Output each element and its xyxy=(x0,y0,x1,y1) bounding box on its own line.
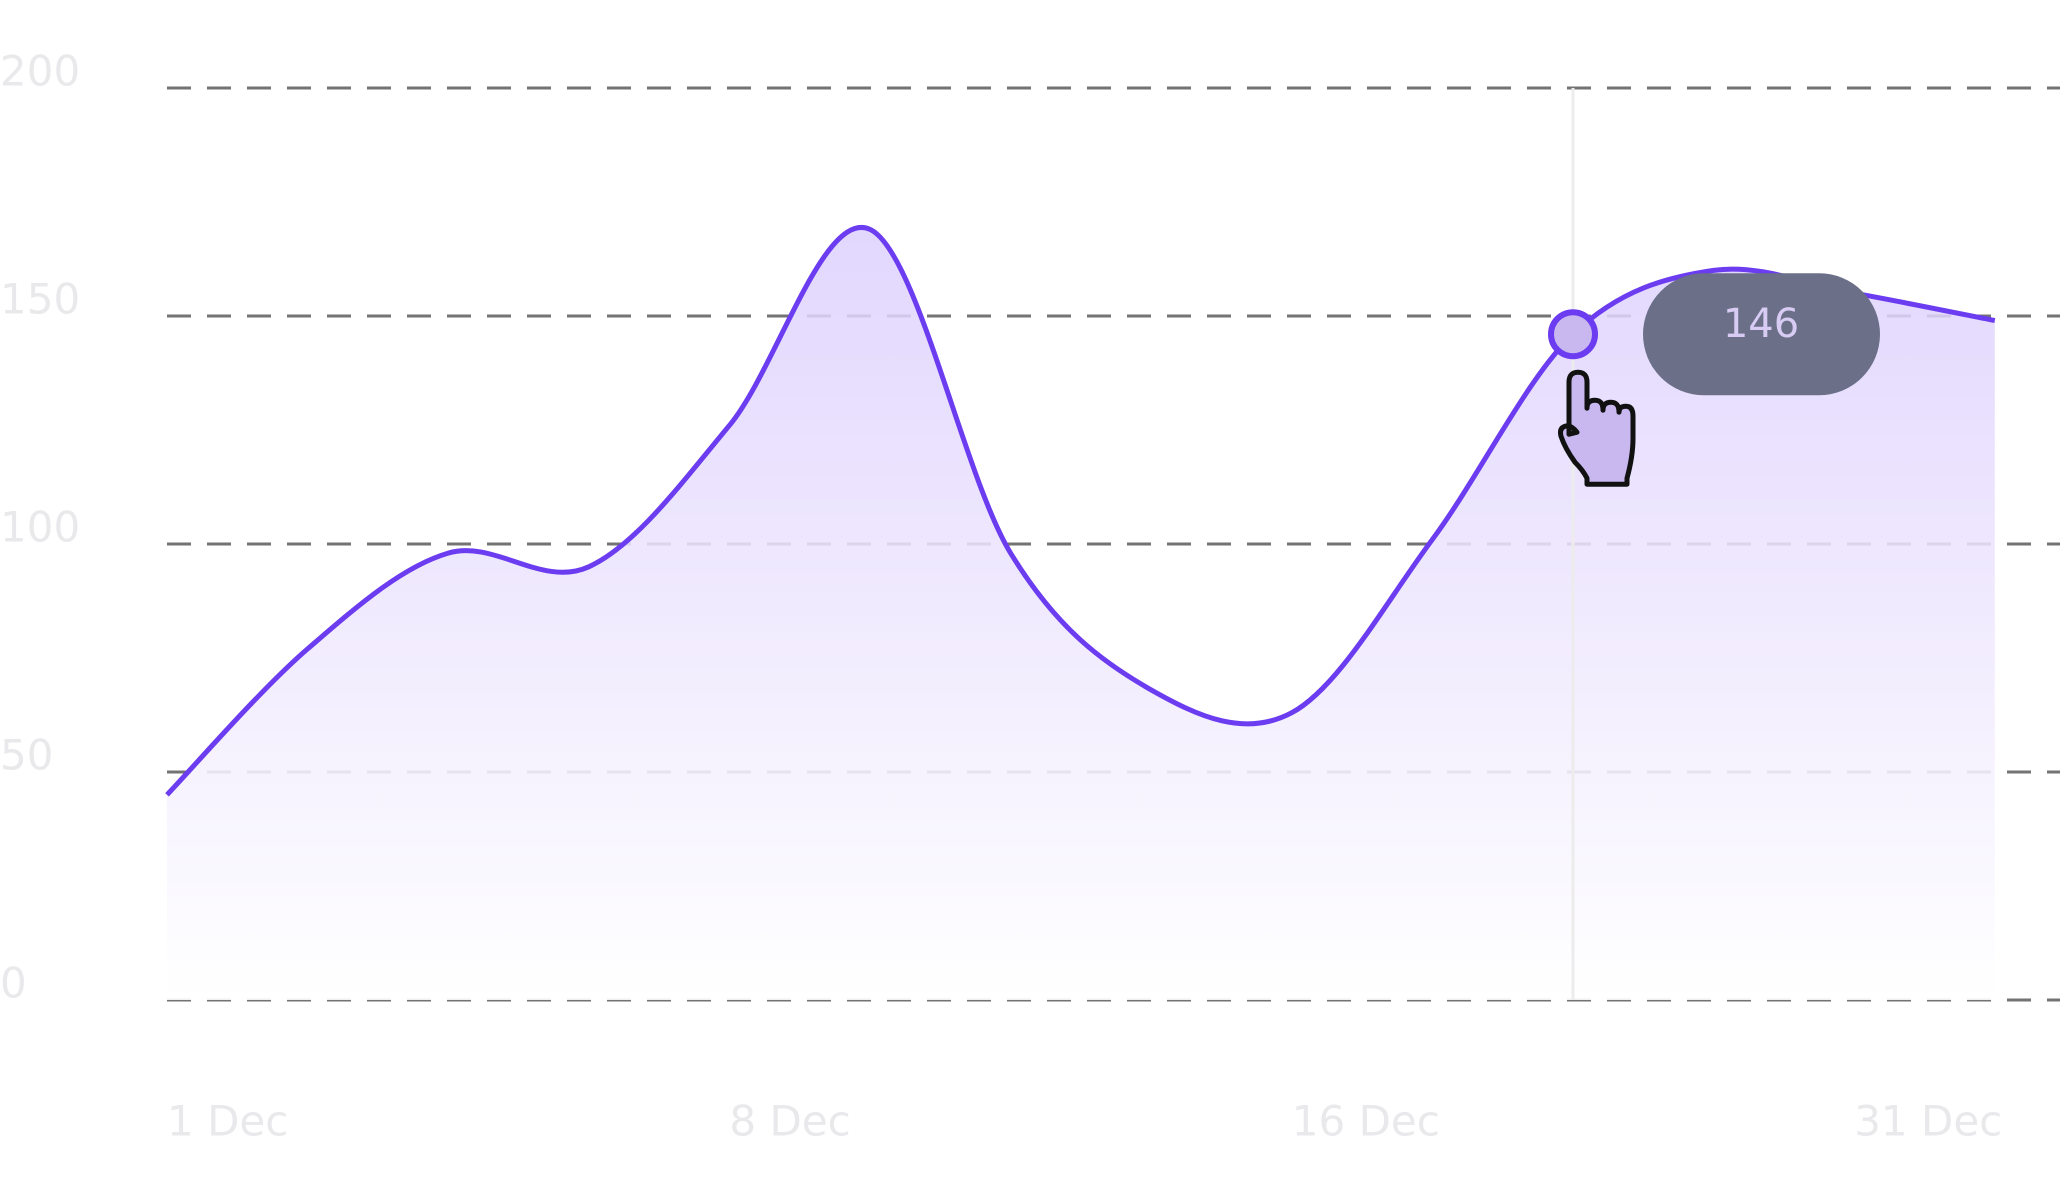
y-tick-label: 200 xyxy=(0,47,80,96)
area xyxy=(167,227,1995,1000)
y-tick-label: 0 xyxy=(0,959,27,1008)
x-tick-label: 8 Dec xyxy=(729,1097,850,1146)
line xyxy=(165,224,1996,797)
hover-point[interactable] xyxy=(1548,309,1598,360)
y-tick-label: 50 xyxy=(0,731,53,780)
x-tick-label: 1 Dec xyxy=(167,1097,288,1146)
x-tick-label: 31 Dec xyxy=(1854,1097,2002,1146)
y-tick-label: 150 xyxy=(0,275,80,324)
tooltip xyxy=(1643,273,1880,396)
x-tick-label: 16 Dec xyxy=(1292,1097,1440,1146)
tooltip-value: 146 xyxy=(1723,301,1799,347)
cursor-hand xyxy=(1558,369,1636,487)
y-tick-label: 100 xyxy=(0,503,80,552)
